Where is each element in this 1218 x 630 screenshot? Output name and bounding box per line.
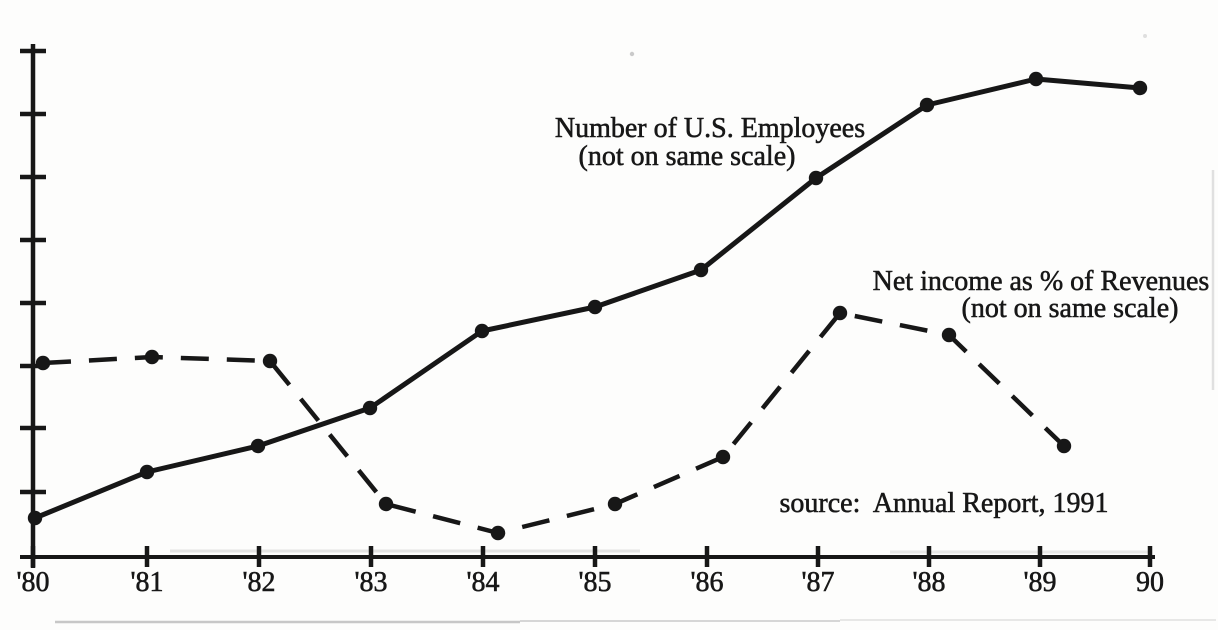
source-note: source: Annual Report, 1991 <box>780 488 1109 519</box>
data-point-dot <box>1132 80 1148 96</box>
data-point-dot <box>474 323 490 339</box>
scan-artifacts <box>55 34 1216 624</box>
x-axis-tick-label: '89 <box>1023 567 1056 598</box>
scan-artifact-speck <box>1143 34 1147 38</box>
data-point-dot <box>27 510 43 526</box>
data-point-dot <box>832 305 848 321</box>
x-axis-tick-labels: '80 '81 '82 '83 '84 '85 '86 '87 '88 '89 90 <box>16 567 1164 599</box>
data-point-dot <box>144 349 160 365</box>
x-axis-tick-label: '86 <box>690 567 723 598</box>
data-point-dot <box>808 170 824 186</box>
data-point-dot <box>490 525 506 541</box>
data-point-dot <box>139 464 155 480</box>
x-axis-tick-label: '80 <box>16 567 49 598</box>
series-label-line: Number of U.S. Employees <box>555 113 865 144</box>
series-solid: Number of U.S. Employees(not on same sca… <box>27 71 1148 526</box>
series-label-line: (not on same scale) <box>962 293 1179 324</box>
data-point-dot <box>715 449 731 465</box>
data-point-dot <box>35 355 51 371</box>
series-label-line: Net income as % of Revenues <box>873 266 1210 297</box>
series-label-line: (not on same scale) <box>579 141 796 172</box>
x-axis-tick-label: '85 <box>578 567 611 598</box>
x-axis-tick-label: '82 <box>242 567 275 598</box>
scan-artifact-speck <box>629 51 635 57</box>
data-point-dot <box>262 353 278 369</box>
x-axis-tick-label: '87 <box>801 567 834 598</box>
data-point-dot <box>693 262 709 278</box>
data-point-dot <box>919 97 935 113</box>
x-axis-tick-label: '84 <box>466 567 499 598</box>
x-axis-tick-label: '83 <box>354 567 387 598</box>
data-point-dot <box>941 327 957 343</box>
data-point-dot <box>1028 71 1044 87</box>
data-point-dot <box>1056 438 1072 454</box>
series-dashed: Net income as % of Revenues(not on same … <box>35 266 1210 541</box>
axes <box>20 44 1155 568</box>
data-point-dot <box>378 496 394 512</box>
data-point-dot <box>362 400 378 416</box>
data-point-dot <box>607 496 623 512</box>
data-point-dot <box>587 299 603 315</box>
x-axis-tick-label: '88 <box>912 567 945 598</box>
x-axis-tick-label: 90 <box>1136 567 1164 598</box>
x-axis-tick-label: '81 <box>130 567 163 598</box>
data-point-dot <box>250 438 266 454</box>
